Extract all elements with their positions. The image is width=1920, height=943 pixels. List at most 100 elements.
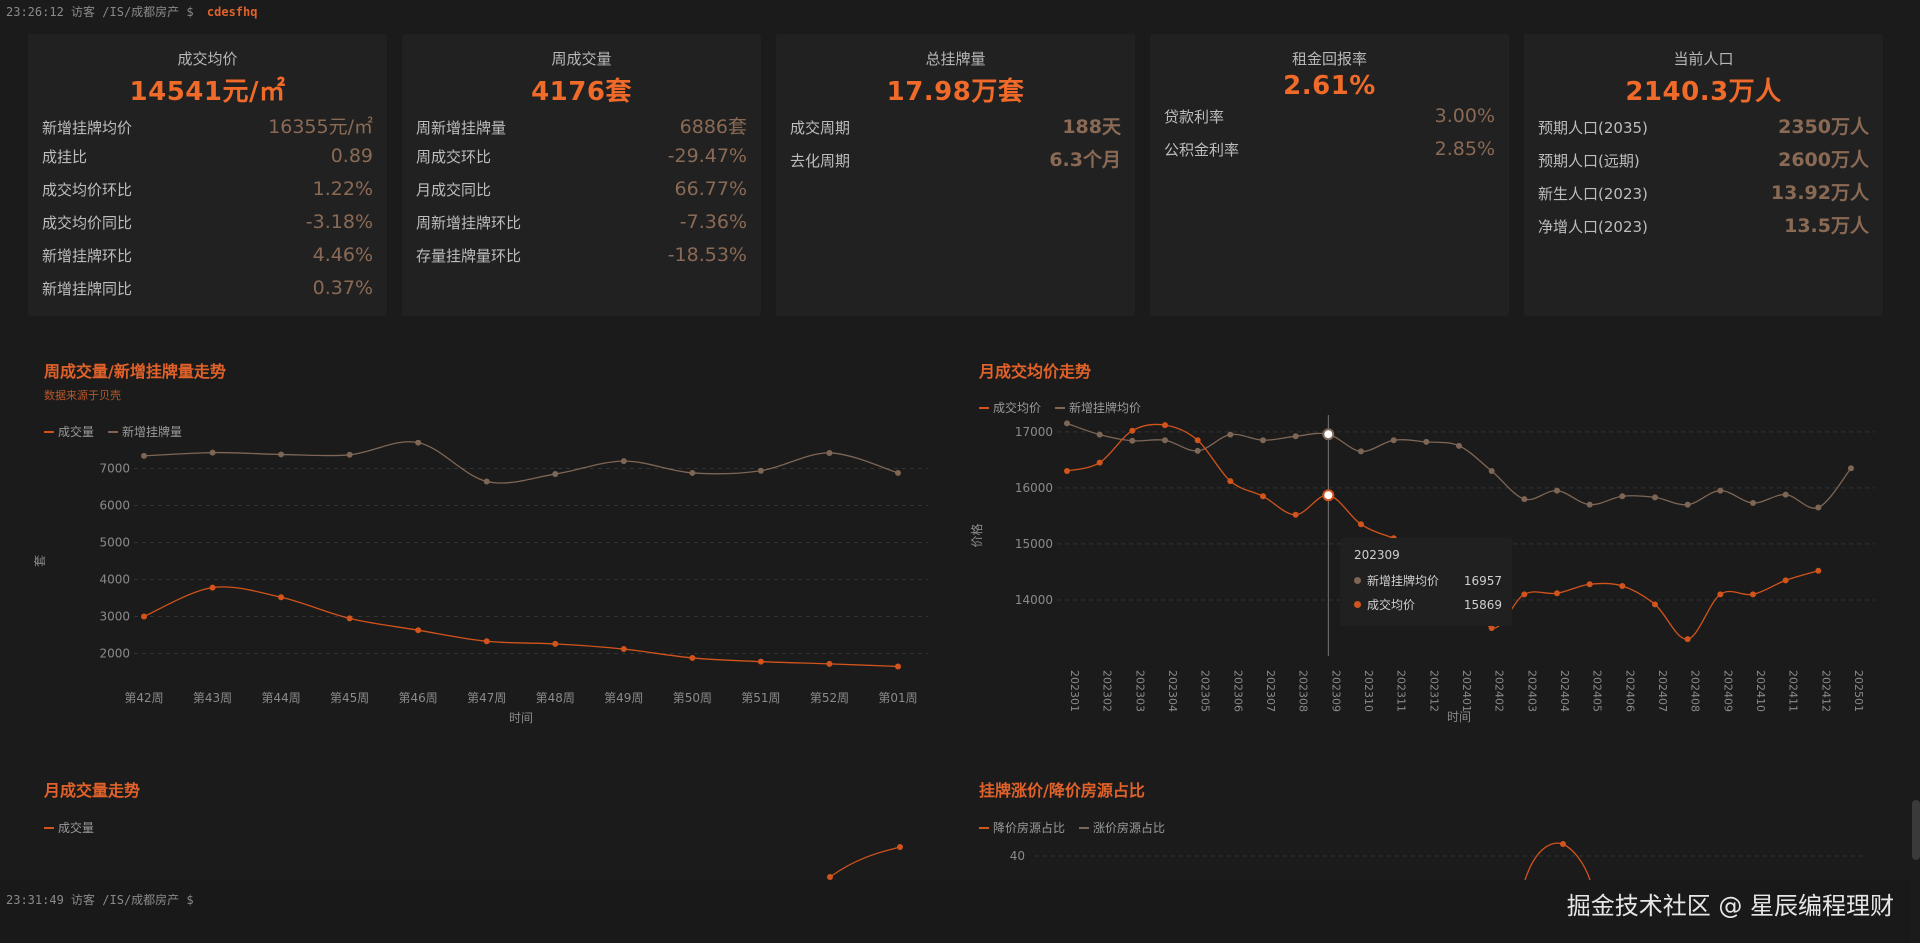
legend-item-deal-price[interactable]: 成交均价 [979,399,1041,416]
y-tick-label: 2000 [99,647,130,661]
hover-point-listing [1322,428,1335,441]
stat-row-value: 66.77% [674,178,747,200]
stat-row: 成挂比 0.89 [42,145,373,178]
data-point [209,449,216,456]
weekly-chart[interactable]: 2000 3000 4000 5000 6000 7000 第42周 第43周 第44周 第45周… [30,440,950,730]
stat-row-label: 净增人口(2023) [1538,218,1648,236]
data-point [1162,437,1168,444]
tooltip-row-listing: 新增挂牌均价 16957 [1354,572,1502,589]
stat-row-value: -29.47% [667,145,747,167]
y-tick-label: 5000 [99,536,130,550]
x-tick-label: 第49周 [604,691,643,705]
stat-card-value: 2140.3万人 [1625,77,1782,107]
stat-row-value: 4.46% [312,244,373,266]
legend-item-volume[interactable]: 成交量 [44,423,94,440]
data-point [415,627,422,634]
stat-row: 预期人口(2035) 2350万人 [1538,112,1869,145]
y-axis-label: 套 [33,555,47,567]
data-point [1554,487,1560,494]
stat-row-label: 成交均价同比 [42,214,133,232]
data-point [1227,478,1234,485]
data-point [827,874,833,880]
weekly-chart-subtitle: 数据来源于贝壳 [44,389,121,402]
x-tick-label: 202410 [1754,670,1767,712]
terminal-path: /IS/成都房产 [102,5,180,19]
data-point [1652,601,1658,608]
data-point [346,615,353,622]
stat-card-title: 当前人口 [1673,50,1734,68]
scrollbar-thumb[interactable] [1912,800,1920,860]
data-point [1260,493,1266,500]
data-point [826,449,833,456]
x-tick-label: 202408 [1689,670,1702,712]
x-tick-label: 第51周 [741,691,780,705]
x-tick-label: 第47周 [467,691,506,705]
series-line [143,441,899,484]
y-tick-label: 16000 [1015,481,1053,495]
data-point [1129,437,1136,444]
y-axis-label: 价格 [969,523,984,547]
data-point [1782,577,1789,584]
stat-row-value: 3.00% [1434,105,1495,127]
legend-item-listing[interactable]: 新增挂牌量 [108,423,182,440]
data-point [1684,501,1691,508]
data-point [415,440,422,446]
stat-row-value: 2600万人 [1778,149,1869,171]
data-point [1194,437,1201,444]
hover-point-deal [1322,489,1335,502]
terminal-command: cdesfhq [206,5,258,19]
data-point [1292,433,1299,440]
x-tick-label: 202312 [1427,670,1440,712]
x-tick-label: 202402 [1493,670,1506,712]
data-point [1194,447,1201,454]
x-tick-label: 第52周 [810,691,849,705]
data-point [1358,521,1364,528]
stat-row-label: 公积金利率 [1164,141,1240,159]
data-point [1750,591,1756,598]
legend-item-price-rise[interactable]: 涨价房源占比 [1079,819,1165,836]
data-point [620,458,627,465]
stat-row: 预期人口(远期) 2600万人 [1538,145,1869,178]
terminal-time: 23:26:12 [6,5,64,19]
series-line [143,586,899,668]
x-tick-label: 202407 [1656,670,1669,712]
monthly-price-chart[interactable]: 14000 15000 16000 17000 202301 202302 202303 20… [965,415,1875,735]
data-point [826,660,833,667]
stat-row-label: 周新增挂牌量 [416,119,507,137]
series-line [829,846,901,878]
chart-tooltip: 202309 新增挂牌均价 16957 成交均价 15869 [1340,538,1512,626]
watermark: 掘金技术社区 @ 星辰编程理财 [1566,892,1894,920]
data-point [1292,511,1299,518]
legend-item-price-cut[interactable]: 降价房源占比 [979,819,1065,836]
data-point [757,658,764,665]
monthly-price-chart-legend[interactable]: 成交均价 新增挂牌均价 [979,399,1141,416]
stat-card-value: 2.61% [1283,71,1376,101]
x-tick-label: 202303 [1133,670,1146,712]
monthly-volume-chart-legend[interactable]: 成交量 [44,819,94,836]
stat-row-label: 成交均价环比 [42,181,133,199]
monthly-volume-chart-title: 月成交量走势 [44,781,141,800]
stat-card-title: 总挂牌量 [925,50,986,68]
x-tick-label: 202412 [1819,670,1832,712]
stat-card: 周成交量 4176套 周新增挂牌量 6886套 周成交环比 -29.47% 月成交同比 66.… [402,34,761,316]
stat-card-value: 14541元/㎡ [129,77,286,107]
stat-row: 新生人口(2023) 13.92万人 [1538,178,1869,211]
weekly-chart-legend[interactable]: 成交量 新增挂牌量 [44,423,182,440]
legend-item-monthly-volume[interactable]: 成交量 [44,819,94,836]
x-axis-label: 时间 [1447,710,1471,724]
x-tick-label: 202304 [1166,670,1179,712]
stat-row-label: 贷款利率 [1164,108,1225,126]
legend-item-listing-price[interactable]: 新增挂牌均价 [1055,399,1141,416]
price-change-chart-legend[interactable]: 降价房源占比 涨价房源占比 [979,819,1165,836]
series-line [1524,842,1591,880]
stat-row-label: 成挂比 [42,148,88,166]
monthly-volume-chart [827,844,903,880]
stat-row-label: 周新增挂牌环比 [416,214,522,232]
terminal-bottom-bar [0,880,1910,943]
x-axis-label: 时间 [509,711,533,725]
data-point [1586,581,1593,588]
data-point [1684,636,1691,643]
stat-row-value: 188天 [1062,116,1121,138]
data-point [1782,491,1789,498]
x-tick-label: 202401 [1460,670,1473,712]
